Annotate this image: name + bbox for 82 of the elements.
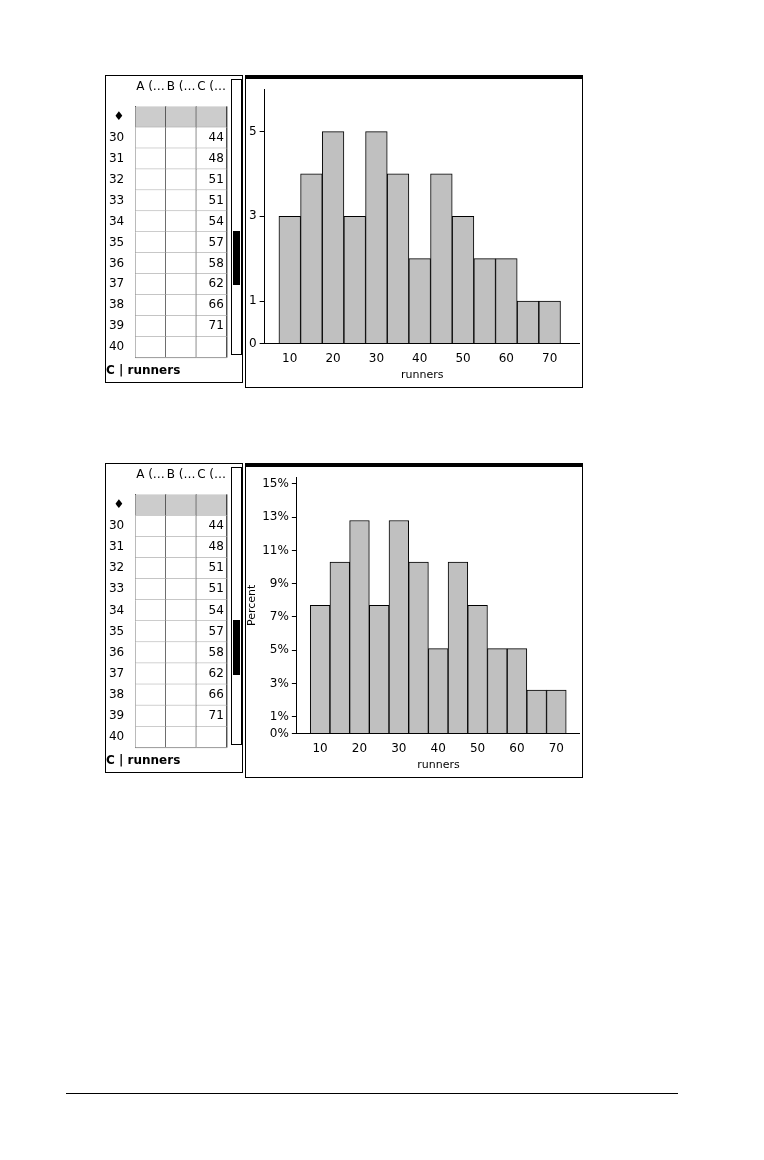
data-label: 71 (208, 318, 224, 333)
y-tick-label: 5 (248, 123, 257, 138)
data-label: 48 (208, 150, 224, 165)
y-tick-label: 15% (262, 475, 289, 490)
data-label: 58 (208, 255, 224, 270)
y-tick-label: 35 (108, 234, 125, 249)
y-tick-label: 39 (108, 708, 125, 723)
y-tick-label: 37 (108, 276, 125, 291)
data-label: 66 (208, 686, 224, 701)
x-axis-title: runners (417, 758, 460, 772)
data-label: 71 (208, 708, 224, 723)
y-tick-label: 36 (108, 255, 125, 270)
x-tick-label: 30 (391, 740, 407, 755)
x-axis-title: runners (401, 368, 444, 382)
y-tick-label: 33 (108, 192, 125, 207)
y-axis-title: Percent (245, 583, 259, 626)
data-label: 44 (208, 518, 224, 533)
y-tick-label: 0% (269, 725, 289, 740)
x-tick-label: A (… (136, 467, 165, 482)
x-tick-label: 50 (455, 350, 471, 365)
y-tick-label: 39 (108, 318, 125, 333)
y-tick-label: 3 (248, 208, 257, 223)
y-tick-label: 34 (108, 602, 125, 617)
data-label: 51 (208, 581, 224, 596)
data-label: 51 (208, 560, 224, 575)
y-tick-label: 7% (269, 609, 289, 624)
x-tick-label: 50 (469, 740, 486, 755)
data-label: 44 (208, 129, 224, 144)
x-tick-label: 40 (412, 350, 428, 365)
data-label: 62 (208, 665, 224, 680)
text: C | runners (106, 362, 181, 377)
y-tick-label: 37 (108, 665, 125, 680)
x-tick-label: C (… (197, 79, 226, 94)
y-tick-label: 34 (108, 213, 125, 228)
x-tick-label: 10 (312, 740, 328, 755)
y-tick-label: 36 (108, 644, 125, 659)
y-tick-label: 35 (108, 623, 125, 638)
y-tick-label: 31 (108, 539, 125, 554)
y-tick-label: 13% (262, 509, 289, 524)
y-tick-label: ♦ (113, 497, 125, 512)
data-label: 62 (208, 276, 224, 291)
x-tick-label: A (… (136, 79, 165, 94)
y-tick-label: 9% (269, 575, 289, 590)
text: C | runners (106, 752, 181, 767)
data-label: 66 (208, 297, 224, 312)
x-tick-label: B (… (166, 467, 196, 482)
x-tick-label: 30 (368, 350, 385, 365)
y-tick-label: 40 (108, 729, 125, 744)
data-label: 51 (208, 192, 224, 207)
x-tick-label: B (… (166, 79, 196, 94)
y-tick-label: 11% (262, 542, 289, 557)
x-tick-label: 20 (325, 350, 341, 365)
x-tick-label: 10 (282, 350, 298, 365)
x-tick-label: 60 (498, 350, 514, 365)
x-tick-label: 70 (542, 350, 558, 365)
y-tick-label: 38 (108, 297, 125, 312)
y-tick-label: 0 (248, 335, 257, 350)
data-label: 48 (208, 539, 224, 554)
y-tick-label: 32 (108, 560, 125, 575)
data-label: 54 (208, 213, 224, 228)
data-label: 51 (208, 171, 224, 186)
x-tick-label: C (… (197, 467, 226, 482)
y-tick-label: 1% (269, 708, 289, 723)
y-tick-label: 32 (108, 171, 125, 186)
y-tick-label: 38 (108, 686, 125, 701)
y-tick-label: ♦ (113, 108, 125, 123)
x-tick-label: 60 (509, 740, 525, 755)
y-tick-label: 30 (108, 129, 125, 144)
data-label: 57 (208, 234, 224, 249)
y-tick-label: 5% (269, 642, 289, 657)
y-tick-label: 1 (248, 293, 257, 308)
x-tick-label: 40 (430, 740, 446, 755)
data-label: 54 (208, 602, 224, 617)
y-tick-label: 40 (108, 339, 125, 354)
y-tick-label: 33 (108, 581, 125, 596)
data-label: 57 (208, 623, 224, 638)
x-tick-label: 20 (351, 740, 368, 755)
data-label: 58 (208, 644, 224, 659)
x-tick-label: 70 (548, 740, 565, 755)
y-tick-label: 30 (108, 518, 125, 533)
y-tick-label: 31 (108, 150, 125, 165)
y-tick-label: 3% (269, 675, 289, 690)
